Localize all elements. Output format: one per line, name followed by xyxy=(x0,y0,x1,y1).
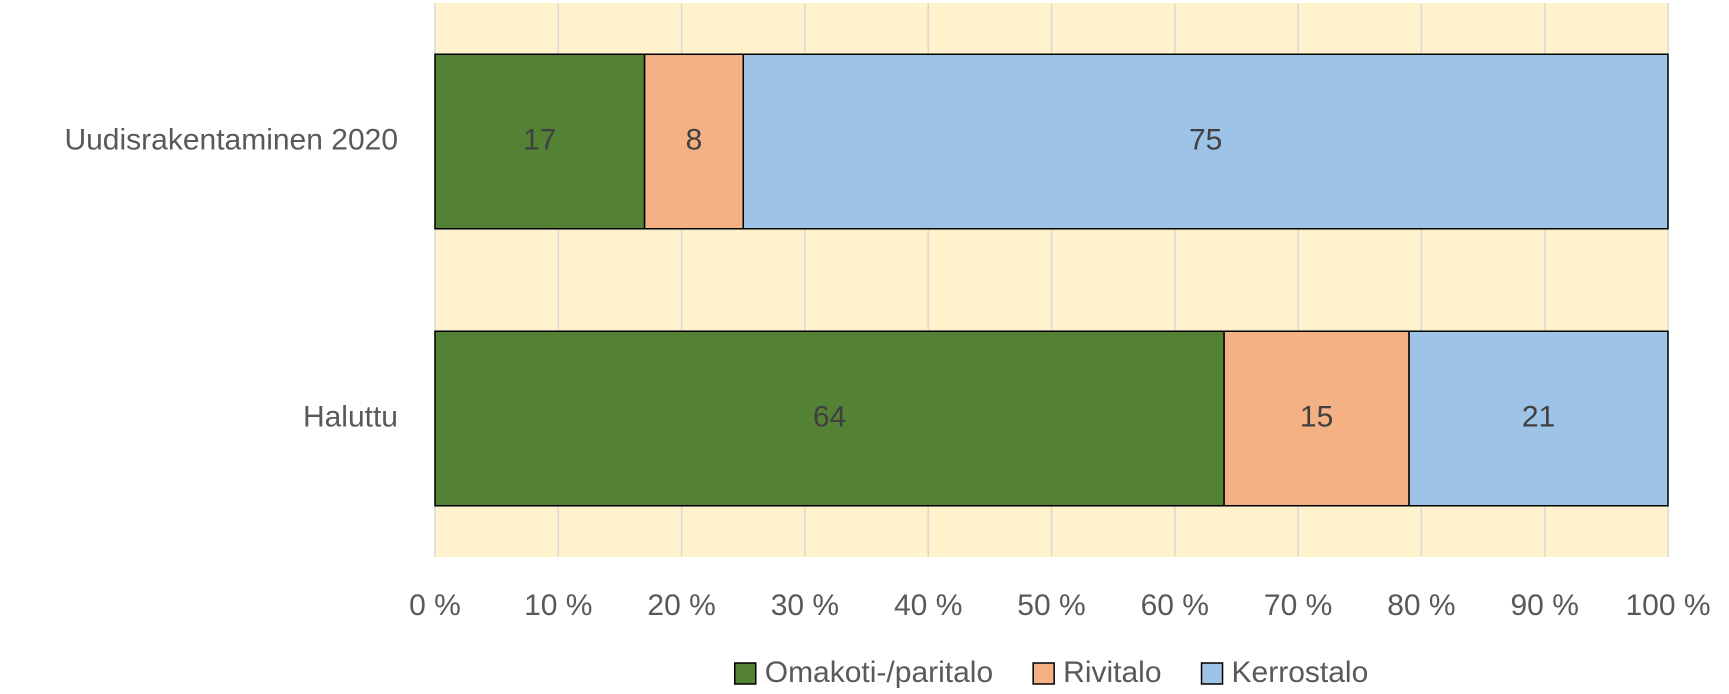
legend-swatch xyxy=(1200,662,1224,685)
data-label: 75 xyxy=(1189,123,1222,156)
bar-segment xyxy=(1223,330,1410,507)
data-label: 8 xyxy=(686,123,703,156)
x-tick-label: 10 % xyxy=(524,589,592,622)
bar-segment xyxy=(742,53,1669,230)
data-label: 17 xyxy=(523,123,556,156)
legend-label: Kerrostalo xyxy=(1232,656,1369,689)
x-tick-label: 70 % xyxy=(1264,589,1332,622)
x-tick-label: 100 % xyxy=(1625,589,1710,622)
bar-segment xyxy=(1408,330,1669,507)
x-tick-label: 20 % xyxy=(647,589,715,622)
data-label: 15 xyxy=(1300,400,1333,433)
x-tick-label: 80 % xyxy=(1387,589,1455,622)
legend-swatch xyxy=(1032,662,1055,685)
y-tick-label: Haluttu xyxy=(303,400,398,433)
x-tick-label: 60 % xyxy=(1141,589,1209,622)
data-label: 64 xyxy=(813,400,846,433)
x-tick-label: 90 % xyxy=(1511,589,1579,622)
y-tick-label: Uudisrakentaminen 2020 xyxy=(64,123,398,156)
legend-label: Omakoti-/paritalo xyxy=(765,656,993,689)
legend-label: Rivitalo xyxy=(1063,656,1161,689)
x-tick-label: 30 % xyxy=(771,589,839,622)
x-tick-label: 40 % xyxy=(894,589,962,622)
data-label: 21 xyxy=(1522,400,1555,433)
x-tick-label: 0 % xyxy=(409,589,461,622)
legend-swatch xyxy=(733,662,757,685)
x-tick-label: 50 % xyxy=(1017,589,1085,622)
